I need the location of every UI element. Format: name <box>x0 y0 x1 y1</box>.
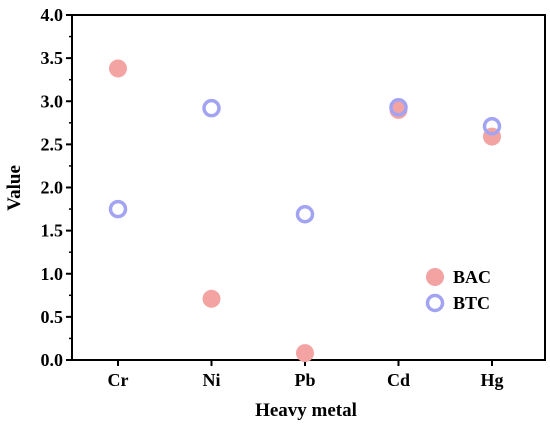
btc-point <box>295 204 315 224</box>
y-tick-label: 4.0 <box>41 5 64 25</box>
btc-point <box>389 98 408 117</box>
y-axis: 0.0 0.5 1.0 1.5 2.0 2.5 3.0 3.5 4.0 <box>41 5 72 370</box>
y-tick-label: 2.5 <box>41 134 64 154</box>
x-tick-label: Ni <box>203 370 221 390</box>
btc-point <box>202 98 221 118</box>
y-tick-label: 2.0 <box>41 178 64 198</box>
series-layer <box>108 59 502 363</box>
x-tick-label: Hg <box>480 370 503 390</box>
btc-point <box>108 199 128 219</box>
y-axis-title: Value <box>4 165 25 211</box>
x-tick-label: Pb <box>294 370 315 390</box>
legend-label-btc: BTC <box>453 293 490 313</box>
y-tick-label: 0.0 <box>41 350 64 370</box>
legend-marker-bac <box>426 268 444 286</box>
x-axis: Cr Ni Pb Cd Hg <box>108 360 504 390</box>
x-tick-label: Cd <box>387 370 410 390</box>
bac-point <box>296 344 314 363</box>
y-tick-label: 3.5 <box>41 48 64 68</box>
btc-point <box>482 117 502 136</box>
bac-point <box>109 59 127 78</box>
legend-label-bac: BAC <box>453 267 491 287</box>
y-tick-label: 1.0 <box>41 264 64 284</box>
legend: BAC BTC <box>425 267 491 313</box>
x-axis-title: Heavy metal <box>255 400 357 421</box>
y-tick-label: 3.0 <box>41 91 64 111</box>
y-tick-label: 0.5 <box>41 307 64 327</box>
y-tick-label: 1.5 <box>41 221 64 241</box>
legend-marker-btc <box>425 293 445 313</box>
bac-point <box>202 289 221 308</box>
x-tick-label: Cr <box>108 370 129 390</box>
